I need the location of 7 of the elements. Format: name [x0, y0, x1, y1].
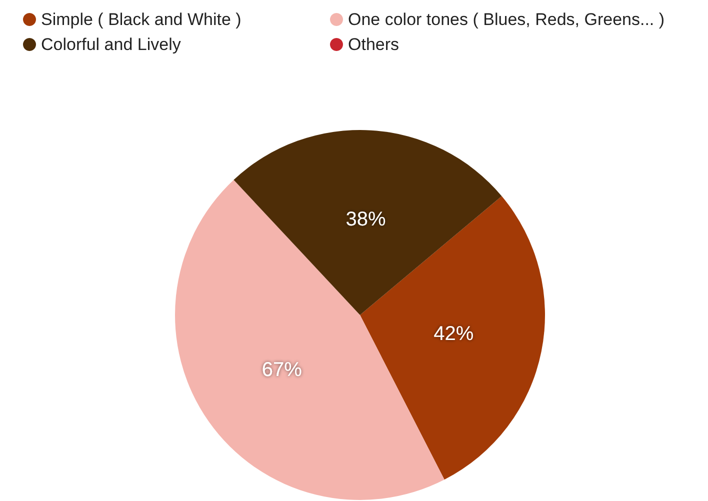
legend-label: Others [348, 35, 400, 54]
legend-label: Simple ( Black and White ) [41, 10, 242, 29]
data-label: 42% [434, 322, 474, 345]
legend-label: One color tones ( Blues, Reds, Greens... ) [348, 10, 665, 29]
legend-label: Colorful and Lively [41, 35, 182, 54]
data-label: 38% [346, 208, 386, 231]
data-label: 67% [262, 358, 302, 381]
